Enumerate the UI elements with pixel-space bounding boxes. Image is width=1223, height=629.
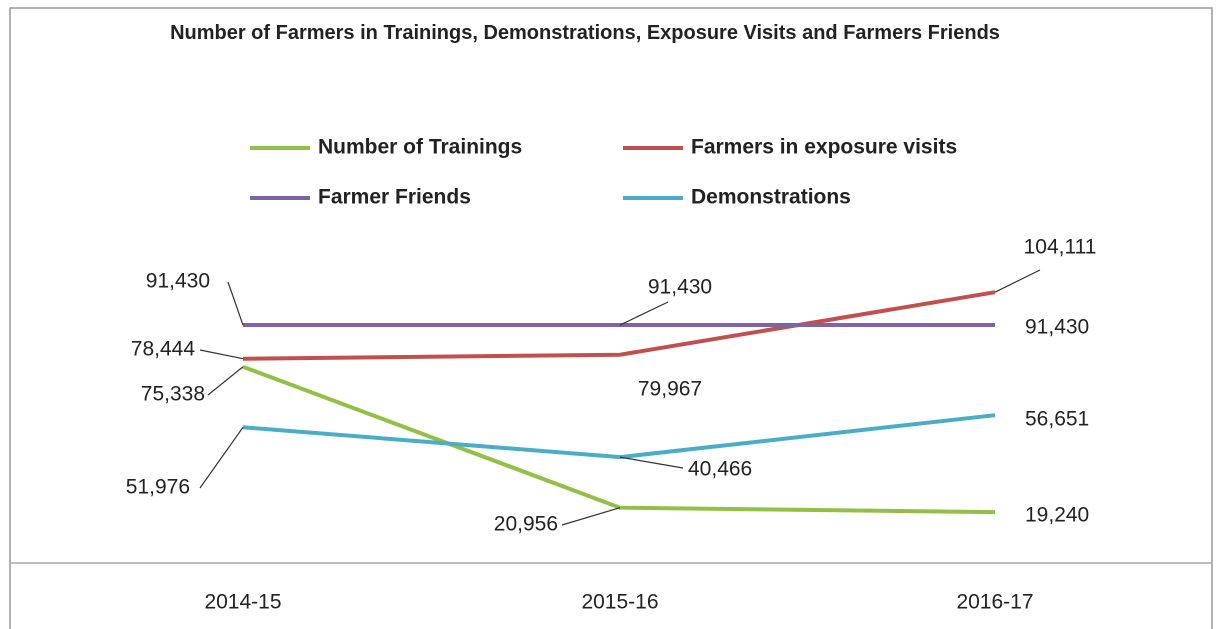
- data-label: 19,240: [1025, 504, 1089, 527]
- series-line: [242, 290, 996, 361]
- leader-line: [994, 269, 1041, 293]
- data-label: 40,466: [688, 458, 752, 481]
- data-label: 51,976: [126, 476, 190, 499]
- leader-line: [561, 507, 621, 526]
- leader-line: [199, 349, 244, 360]
- data-label: 91,430: [146, 270, 210, 293]
- data-label: 91,430: [1025, 316, 1089, 339]
- x-tick-label: 2015-16: [581, 591, 658, 614]
- leader-line: [619, 301, 669, 326]
- data-label: 20,956: [494, 513, 558, 536]
- data-label: 56,651: [1025, 408, 1089, 431]
- series-line: [242, 364, 996, 515]
- leader-line: [207, 366, 244, 396]
- legend-label: Demonstrations: [691, 186, 851, 209]
- data-label: 104,111: [1024, 236, 1097, 259]
- chart-frame: [9, 7, 1213, 629]
- leader-line: [199, 426, 244, 489]
- leader-line: [227, 281, 244, 326]
- legend-label: Number of Trainings: [318, 136, 522, 159]
- data-label: 78,444: [131, 338, 196, 361]
- chart-title: Number of Farmers in Trainings, Demonstr…: [170, 22, 1000, 44]
- data-label: 91,430: [648, 276, 712, 299]
- x-tick-label: 2014-15: [204, 591, 281, 614]
- series-line: [242, 413, 996, 460]
- legend-label: Farmers in exposure visits: [691, 136, 957, 159]
- data-label: 75,338: [141, 383, 205, 406]
- leader-line: [619, 456, 684, 469]
- data-label: 79,967: [638, 378, 702, 401]
- legend-label: Farmer Friends: [318, 186, 471, 209]
- x-tick-label: 2016-17: [956, 591, 1033, 614]
